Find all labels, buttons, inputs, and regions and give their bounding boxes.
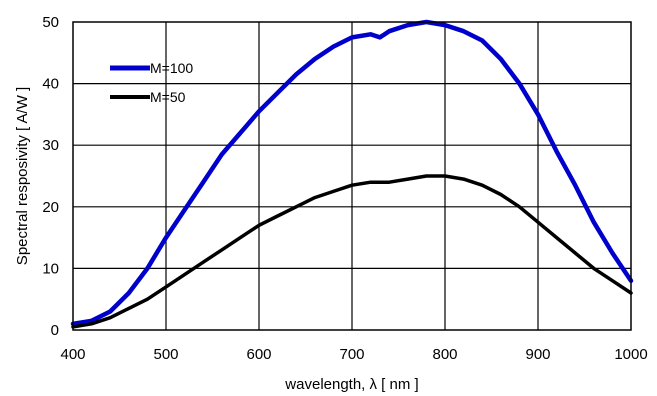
y-tick-label: 40 [42,76,59,93]
y-axis-title: Spectral resposivity [ A/W ] [14,87,31,265]
x-tick-label: 1000 [614,346,647,363]
x-tick-label: 800 [432,346,457,363]
y-tick-label: 50 [42,14,59,31]
plot-frame [72,21,632,331]
grid [73,22,631,330]
x-tick-label: 900 [525,346,550,363]
y-tick-label: 30 [42,137,59,154]
series-line-m-100 [70,19,634,327]
x-tick-label: 500 [153,346,178,363]
x-tick-label: 600 [246,346,271,363]
y-tick-label: 0 [51,322,59,339]
series-line-m-50 [71,174,633,329]
x-axis-title: wavelength, λ [ nm ] [284,376,418,393]
legend: M=100 M=50 [110,60,193,105]
legend-label: M=100 [150,60,193,76]
y-tick-label: 10 [42,260,59,277]
x-tick-label: 700 [339,346,364,363]
legend-label: M=50 [150,89,186,105]
y-tick-labels: 0 10 20 30 40 50 [42,14,59,339]
x-tick-label: 400 [60,346,85,363]
x-tick-labels: 400 500 600 700 800 900 1000 [60,346,647,363]
series-lines [70,19,634,329]
y-tick-label: 20 [42,199,59,216]
